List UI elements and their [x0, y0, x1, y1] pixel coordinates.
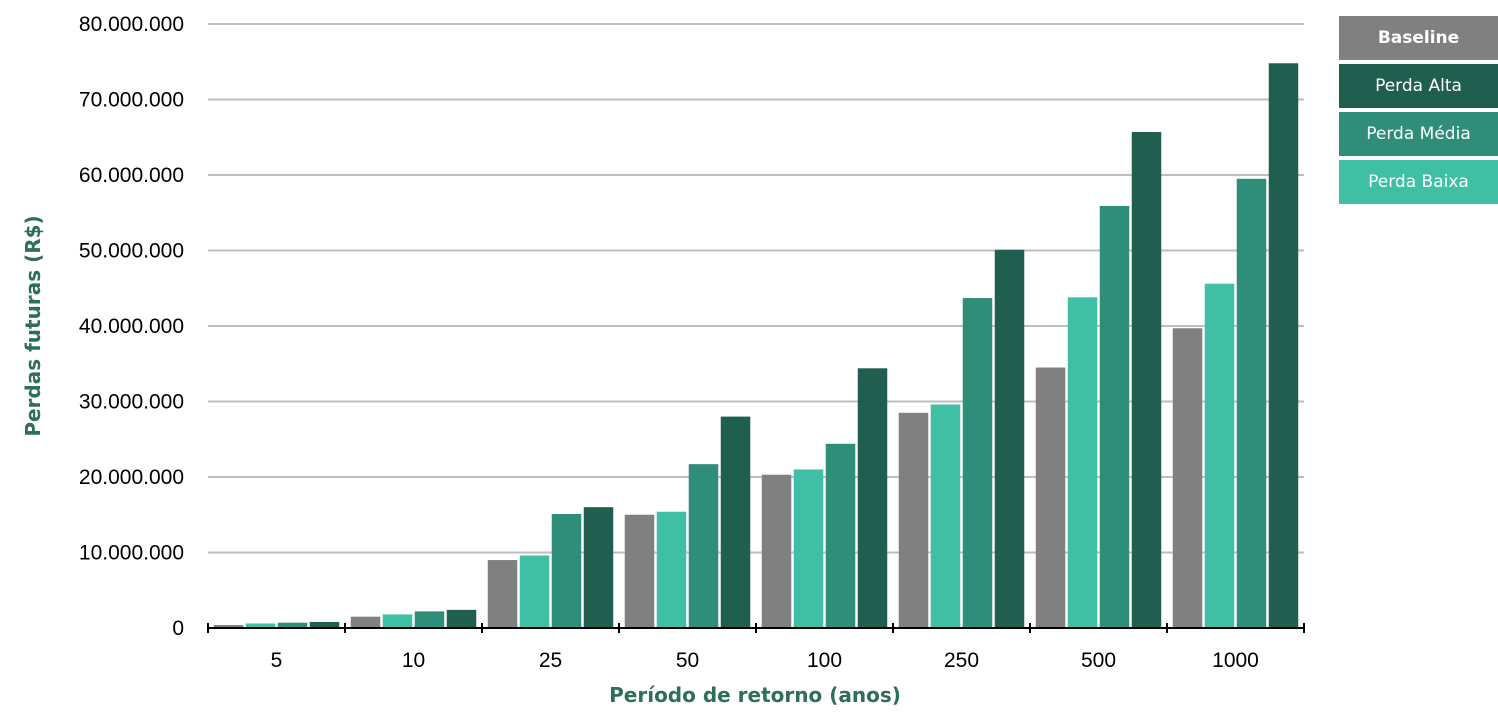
bar-baseline-25 [487, 560, 518, 628]
y-tick-label: 0 [172, 617, 184, 640]
bar-perda-baixa-1000 [1204, 283, 1235, 628]
bar-perda-m-dia-250 [962, 298, 993, 628]
y-tick-label: 10.000.000 [79, 542, 184, 565]
bar-baseline-250 [898, 412, 929, 628]
x-axis-title: Período de retorno (anos) [609, 683, 901, 707]
bar-perda-alta-25 [583, 507, 614, 628]
bar-perda-baixa-25 [519, 555, 550, 628]
y-tick-label: 70.000.000 [79, 89, 184, 112]
x-tick-labels: 5 10 25 50 100 250 500 1000 [271, 649, 1259, 672]
legend-item-baseline: Baseline [1339, 16, 1498, 60]
bar-perda-m-dia-1000 [1236, 178, 1267, 628]
y-tick-labels: 0 10.000.000 20.000.000 30.000.000 40.000.00… [79, 13, 184, 640]
legend-item-perda-m-dia: Perda Média [1339, 112, 1498, 156]
bar-baseline-50 [624, 514, 655, 628]
bar-group-100 [761, 368, 888, 628]
bar-perda-m-dia-5 [277, 622, 308, 628]
bar-group-1000 [1172, 63, 1299, 628]
bar-group-5 [213, 621, 340, 628]
bar-perda-alta-500 [1131, 131, 1162, 628]
legend-label: Perda Média [1366, 124, 1471, 144]
bar-baseline-1000 [1172, 328, 1203, 628]
legend-label: Perda Baixa [1368, 172, 1469, 192]
bar-group-25 [487, 507, 614, 628]
x-tick-label: 500 [1081, 649, 1116, 672]
legend-item-perda-baixa: Perda Baixa [1339, 160, 1498, 204]
y-axis-title: Perdas futuras (R$) [21, 215, 45, 436]
bar-perda-alta-50 [720, 416, 751, 628]
gridlines [208, 23, 1304, 554]
bar-baseline-5 [213, 624, 244, 628]
y-tick-label: 20.000.000 [79, 466, 184, 489]
bar-perda-alta-250 [994, 249, 1025, 628]
y-tick-label: 80.000.000 [79, 13, 184, 36]
bar-group-500 [1035, 131, 1162, 628]
x-tick-label: 5 [271, 649, 283, 672]
bars [213, 63, 1299, 628]
bar-perda-baixa-250 [930, 404, 961, 628]
bar-perda-m-dia-500 [1099, 205, 1130, 628]
bar-group-10 [350, 609, 477, 628]
y-tick-label: 40.000.000 [79, 315, 184, 338]
bar-perda-alta-10 [446, 609, 477, 628]
bar-perda-m-dia-50 [688, 464, 719, 628]
bar-perda-alta-1000 [1268, 63, 1299, 628]
bar-perda-alta-5 [309, 621, 340, 628]
x-tick-label: 100 [807, 649, 842, 672]
legend-item-perda-alta: Perda Alta [1339, 64, 1498, 108]
x-tick-label: 250 [944, 649, 979, 672]
bar-perda-baixa-500 [1067, 297, 1098, 628]
bar-perda-m-dia-100 [825, 443, 856, 628]
y-tick-label: 60.000.000 [79, 164, 184, 187]
bar-group-250 [898, 249, 1025, 628]
bar-perda-baixa-10 [382, 614, 413, 628]
bar-perda-m-dia-25 [551, 513, 582, 628]
axes [207, 623, 1305, 633]
bar-perda-m-dia-10 [414, 611, 445, 628]
bar-baseline-10 [350, 616, 381, 628]
bar-perda-baixa-50 [656, 511, 687, 628]
y-tick-label: 30.000.000 [79, 391, 184, 414]
x-tick-label: 1000 [1212, 649, 1259, 672]
bar-baseline-100 [761, 474, 792, 628]
y-tick-label: 50.000.000 [79, 240, 184, 263]
bar-perda-baixa-100 [793, 469, 824, 628]
bar-perda-baixa-5 [245, 623, 276, 628]
bar-group-50 [624, 416, 751, 628]
legend-label: Baseline [1377, 28, 1460, 48]
legend: Baseline Perda Alta Perda Média Perda Baixa [1339, 16, 1498, 208]
bar-baseline-500 [1035, 367, 1066, 628]
bar-perda-alta-100 [857, 368, 888, 628]
legend-label: Perda Alta [1375, 76, 1462, 96]
x-tick-label: 50 [676, 649, 699, 672]
x-tick-label: 10 [402, 649, 425, 672]
x-tick-label: 25 [539, 649, 562, 672]
